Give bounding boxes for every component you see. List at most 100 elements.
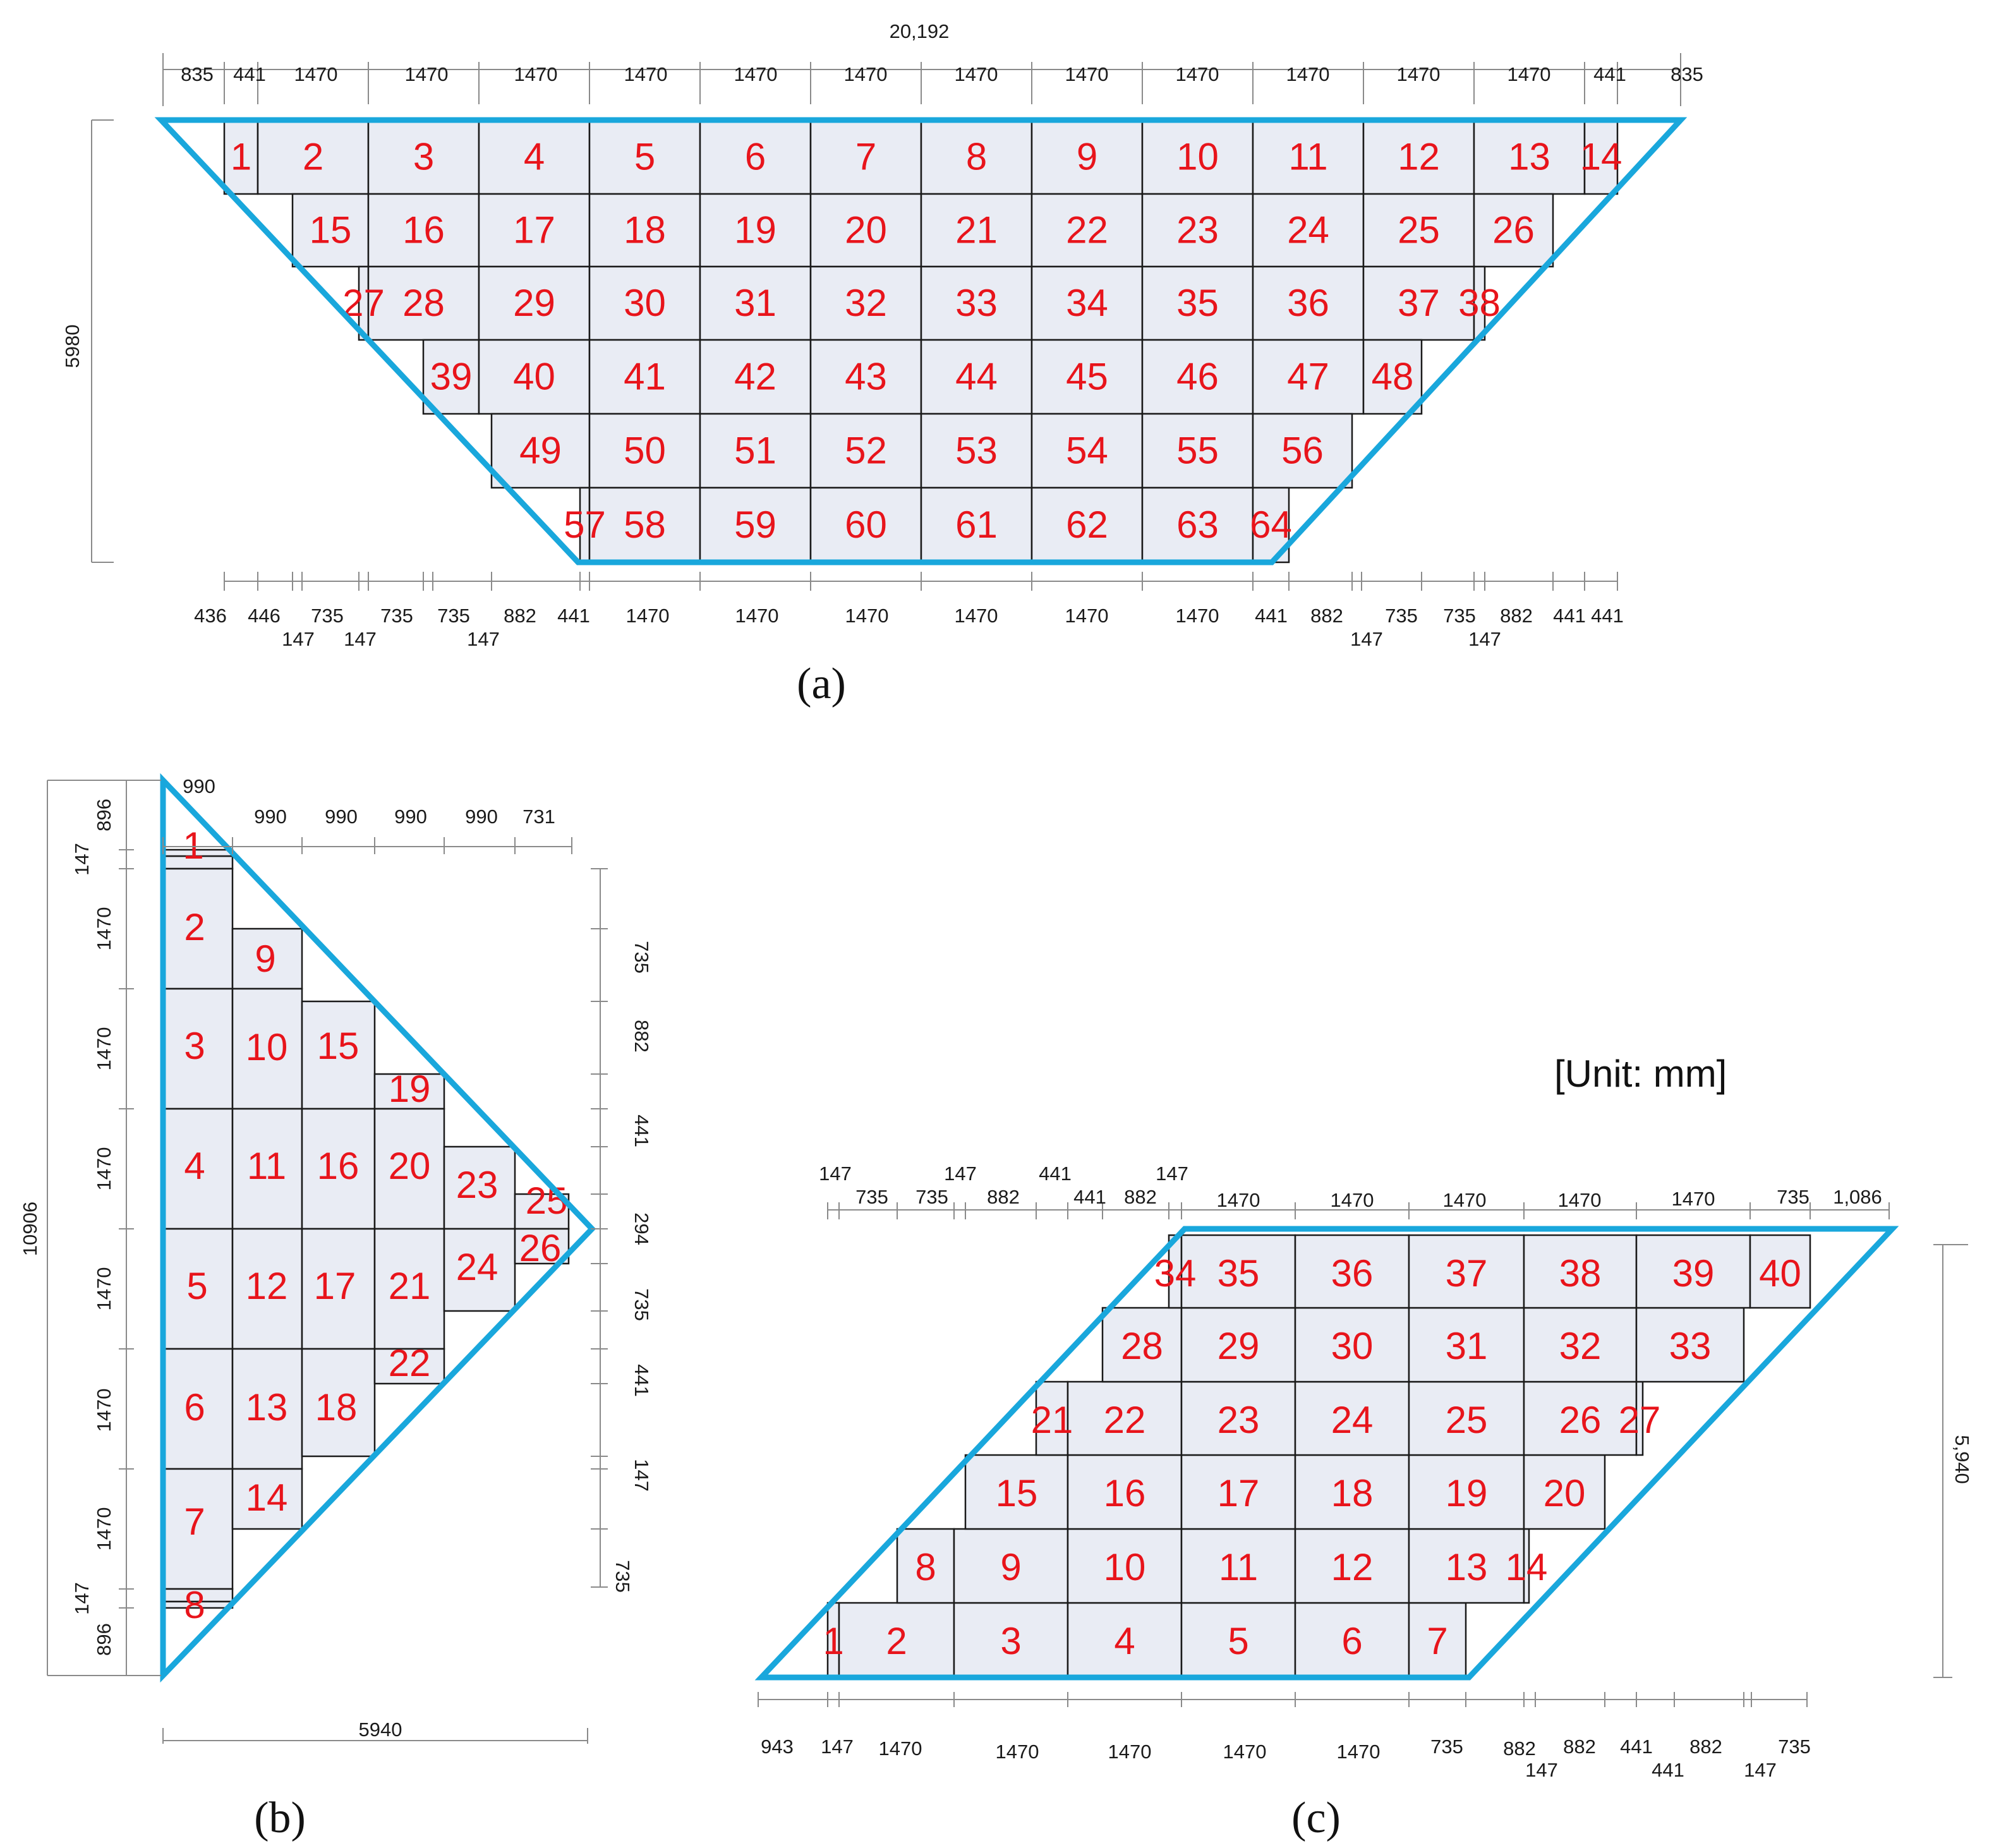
panel-c-tile-number: 14 xyxy=(1506,1546,1548,1588)
panel-a-tile-number: 49 xyxy=(519,429,562,471)
panel-a-tile-number: 23 xyxy=(1176,208,1219,251)
panel-a-tile-number: 50 xyxy=(624,429,666,471)
panel-b-tile-number: 20 xyxy=(389,1145,431,1187)
panel-a-tile xyxy=(920,119,1033,195)
panel-a-top-dim-label: 835 xyxy=(181,63,214,85)
panel-a-tile-number: 8 xyxy=(966,135,987,178)
panel-c-tile-number: 39 xyxy=(1672,1252,1715,1295)
panel-a-tile-number: 9 xyxy=(1077,135,1097,178)
panel-a-tile-number: 6 xyxy=(745,135,766,178)
panel-a-bottom-dim-label: 882 xyxy=(1500,605,1533,627)
panel-a-top-dim-label: 1470 xyxy=(1065,63,1109,85)
panel-a-tile xyxy=(223,119,259,195)
panel-c-tile-number: 6 xyxy=(1341,1620,1362,1662)
panel-b-tile-number: 3 xyxy=(184,1025,205,1067)
panel-b-tile-number: 26 xyxy=(519,1227,562,1269)
panel-a-tile xyxy=(490,413,591,489)
panel-b-tile xyxy=(301,1348,376,1458)
panel-a-top-dims: 835 441 1470 1470 1470 1470 1470 1470 1470 1470 14… xyxy=(162,62,1703,104)
panel-b-tile-number: 16 xyxy=(317,1145,360,1187)
panel-a-tiles xyxy=(223,119,1619,564)
panel-a-tile-number: 30 xyxy=(624,282,666,324)
panel-b-left-dim-label: 147 xyxy=(71,1582,93,1615)
panel-c-tile xyxy=(1294,1528,1410,1604)
panel-b-tile-number: 5 xyxy=(186,1265,207,1307)
panel-a-tile-number: 26 xyxy=(1492,208,1535,251)
panel-a-bottom-dim-label: 147 xyxy=(1350,628,1383,650)
panel-a-tile-number: 21 xyxy=(955,208,998,251)
panel-b-right-dims: 735 882 441 294 735 441 147 735 xyxy=(591,868,653,1593)
panel-b-tile-number: 9 xyxy=(255,938,275,980)
panel-a-top-dim-label: 1470 xyxy=(405,63,449,85)
panel-a-tile xyxy=(1141,193,1254,268)
panel-c-tile-number: 2 xyxy=(886,1620,907,1662)
panel-a-tile-number: 46 xyxy=(1176,355,1219,397)
panel-a-tile-number: 31 xyxy=(734,282,776,324)
panel-c-top-dim-label: 1470 xyxy=(1217,1189,1260,1211)
panel-c-caption: (c) xyxy=(1291,1794,1341,1842)
panel-a-tile xyxy=(920,486,1033,564)
panel-a-tile-number: 24 xyxy=(1287,208,1329,251)
panel-c-top-dim-label: 441 xyxy=(1039,1163,1072,1185)
panel-a-tile-number: 17 xyxy=(513,208,555,251)
panel-b-tile-numbers: 1234567891011121314151617181920212223242… xyxy=(183,824,567,1626)
panel-c-tile-number: 23 xyxy=(1218,1399,1260,1441)
panel-a-bottom-dim-label: 735 xyxy=(1385,605,1418,627)
panel-a-tile-number: 36 xyxy=(1287,282,1329,324)
panel-b-tile-number: 22 xyxy=(389,1342,431,1384)
panel-c-tile-number: 11 xyxy=(1219,1546,1258,1588)
panel-a-top-dim-label: 1470 xyxy=(1508,63,1551,85)
panel-c-tile xyxy=(896,1528,955,1604)
panel-b-tile-number: 10 xyxy=(246,1026,288,1068)
panel-a-bottom-dims: 436 446 735 735 735 882 441 1470 1470 1470 1470 147… xyxy=(194,572,1624,650)
panel-a-tile-number: 4 xyxy=(524,135,545,178)
panel-a-top-dim-label: 1470 xyxy=(514,63,558,85)
panel-c-top-dim-label: 1,086 xyxy=(1833,1186,1882,1208)
panel-b-left-dim-label: 896 xyxy=(93,1623,115,1656)
panel-a-tile-number: 1 xyxy=(231,135,251,178)
panel-c-tile xyxy=(1408,1307,1525,1383)
panel-c-tile-number: 20 xyxy=(1544,1472,1586,1514)
panel-b: 1234567891011121314151617181920212223242… xyxy=(19,773,653,1842)
panel-a-bottom-dim-label: 446 xyxy=(248,605,281,627)
panel-c-top-dim-label: 882 xyxy=(1124,1186,1157,1208)
panel-a-tile xyxy=(809,413,922,489)
panel-a-tile-number: 58 xyxy=(624,504,666,546)
panel-a-tile-number: 35 xyxy=(1176,282,1219,324)
panel-b-tile-number: 1 xyxy=(183,824,203,867)
panel-c-tile-number: 38 xyxy=(1559,1252,1602,1295)
panel-a-trapezoid-outline xyxy=(154,117,1688,565)
panel-a-tile xyxy=(1362,119,1475,195)
panel-a-tile-number: 62 xyxy=(1066,504,1108,546)
panel-c-tile-number: 22 xyxy=(1104,1399,1146,1441)
panel-a-tile-number: 53 xyxy=(955,429,998,471)
panel-b-tile-number: 23 xyxy=(456,1164,498,1206)
panel-a-tile-number: 64 xyxy=(1250,504,1292,546)
unit-label: [Unit: mm] xyxy=(1554,1053,1727,1095)
panel-a-tile-number: 61 xyxy=(955,504,998,546)
panel-c-bottom-dim-label: 882 xyxy=(1563,1736,1596,1758)
panel-a-tile-number: 44 xyxy=(955,355,998,397)
panel-a-bottom-dim-label: 441 xyxy=(1255,605,1288,627)
panel-c-tile xyxy=(1035,1380,1069,1456)
panel-a-tile-number: 33 xyxy=(955,282,998,324)
panel-c-tile xyxy=(1749,1234,1811,1309)
panel-a-bottom-dim-label: 882 xyxy=(1310,605,1343,627)
panel-c-tile xyxy=(1408,1528,1525,1604)
panel-a-tile-number: 20 xyxy=(845,208,887,251)
panel-b-tile-number: 17 xyxy=(314,1265,356,1307)
panel-a-tile xyxy=(699,265,812,341)
panel-a-bottom-dim-label: 1470 xyxy=(1065,605,1109,627)
panel-c-height-label: 5,940 xyxy=(1951,1435,1973,1484)
panel-c-bottom-dim-label: 735 xyxy=(1778,1736,1811,1758)
panel-b-tile-number: 24 xyxy=(456,1246,498,1288)
panel-a-tile-number: 5 xyxy=(634,135,655,178)
panel-c-top-dim-label: 735 xyxy=(855,1186,888,1208)
panel-a-top-dim-label: 441 xyxy=(233,63,266,85)
panel-b-tile xyxy=(301,1108,376,1230)
panel-a-tile xyxy=(809,265,922,341)
